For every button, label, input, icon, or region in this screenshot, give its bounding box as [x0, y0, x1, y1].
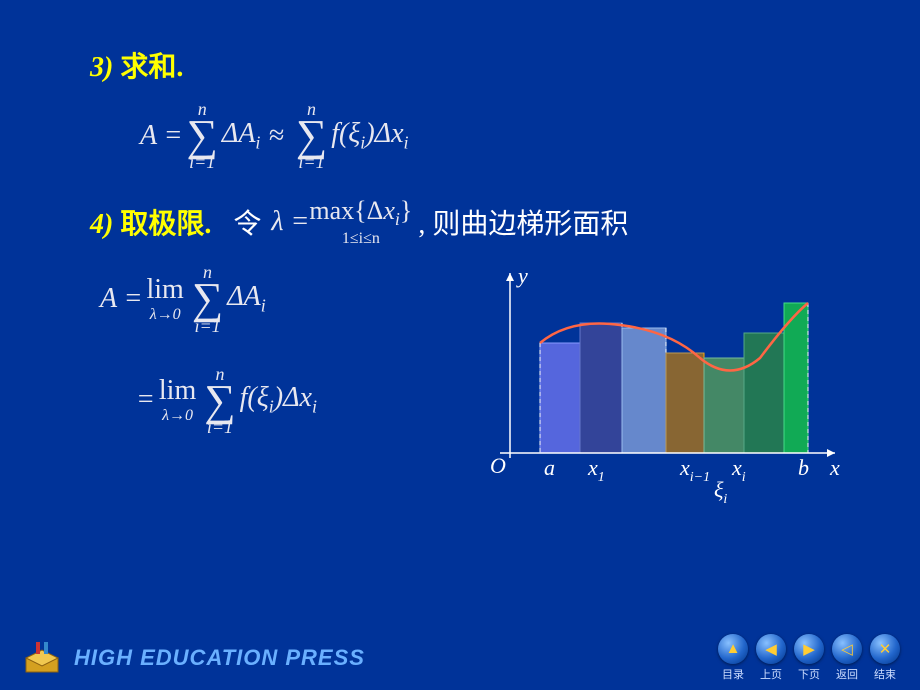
formula-3-eq: =: [136, 384, 155, 416]
nav-button-下页[interactable]: ▶ 下页: [794, 634, 824, 682]
footer-bar: HIGH EDUCATION PRESS ▲ 目录 ◀ 上页 ▶ 下页 ◁ 返回 ✕ 结束: [0, 632, 920, 690]
left-formulas: A = lim λ→0 n ∑ i=1 ΔAi = lim λ→0: [90, 263, 450, 513]
sigma-icon: ∑: [192, 281, 223, 316]
nav-buttons: ▲ 目录 ◀ 上页 ▶ 下页 ◁ 返回 ✕ 结束: [718, 634, 900, 682]
lim-block: lim λ→0: [159, 375, 196, 425]
svg-text:xi: xi: [731, 455, 746, 485]
sigma-icon: ∑: [204, 383, 235, 418]
svg-text:x: x: [829, 455, 840, 480]
brand-text: HIGH EDUCATION PRESS: [74, 645, 365, 671]
slide-content: 3) 求和. A = n ∑ i=1 ΔAi ≈ n ∑ i=1 f(ξi)Δx…: [0, 0, 920, 513]
book-icon: [20, 636, 64, 680]
svg-text:xi−1: xi−1: [679, 455, 710, 485]
nav-button-目录[interactable]: ▲ 目录: [718, 634, 748, 682]
section-4-number: 4): [90, 209, 113, 240]
sum4-body: f(ξi)Δxi: [240, 382, 317, 418]
then-text: , 则曲边梯形面积: [418, 202, 628, 242]
section-4-line: 4) 取极限. 令 λ = max{Δxi} 1≤i≤n , 则曲边梯形面积: [90, 196, 830, 248]
nav-label: 结束: [874, 666, 896, 682]
nav-label: 上页: [760, 666, 782, 682]
sum-lower: i=1: [298, 153, 324, 171]
nav-button-返回[interactable]: ◁ 返回: [832, 634, 862, 682]
formula-2-lhs: A =: [100, 283, 143, 315]
formula-3: = lim λ→0 n ∑ i=1 f(ξi)Δxi: [136, 365, 450, 436]
section-3-number: 3): [90, 52, 113, 83]
approx-sign: ≈: [268, 120, 283, 152]
sum3-body: ΔAi: [227, 281, 266, 317]
svg-text:x1: x1: [587, 455, 605, 485]
sum1-body: ΔAi: [222, 118, 261, 154]
sum-symbol-3: n ∑ i=1: [192, 263, 223, 334]
brand: HIGH EDUCATION PRESS: [20, 636, 365, 680]
section-4-heading: 4) 取极限.: [90, 202, 211, 242]
sum-symbol-1: n ∑ i=1: [187, 100, 218, 171]
chart-svg: Oy x a x1 xi−1 xi b ξi: [470, 263, 850, 513]
nav-label: 目录: [722, 666, 744, 682]
svg-text:b: b: [798, 455, 809, 480]
sum2-body: f(ξi)Δxi: [331, 118, 408, 154]
nav-icon: ✕: [870, 634, 900, 664]
sum-symbol-2: n ∑ i=1: [296, 100, 327, 171]
nav-icon: ◁: [832, 634, 862, 664]
formula-1-lhs: A =: [140, 120, 183, 152]
nav-icon: ▲: [718, 634, 748, 664]
nav-label: 下页: [798, 666, 820, 682]
lim-text: lim: [147, 274, 184, 306]
lambda-def: λ = max{Δxi} 1≤i≤n: [271, 196, 412, 248]
svg-text:ξi: ξi: [714, 477, 727, 507]
nav-button-结束[interactable]: ✕ 结束: [870, 634, 900, 682]
sigma-icon: ∑: [187, 118, 218, 153]
sum-lower: i=1: [189, 153, 215, 171]
nav-label: 返回: [836, 666, 858, 682]
nav-icon: ▶: [794, 634, 824, 664]
formula-1: A = n ∑ i=1 ΔAi ≈ n ∑ i=1 f(ξi)Δxi: [140, 100, 830, 171]
max-range: 1≤i≤n: [342, 230, 380, 248]
lim-block: lim λ→0: [147, 274, 184, 324]
nav-icon: ◀: [756, 634, 786, 664]
section-3-heading: 3) 求和.: [90, 45, 830, 85]
lim-sub: λ→0: [150, 306, 181, 324]
sum-symbol-4: n ∑ i=1: [204, 365, 235, 436]
sigma-icon: ∑: [296, 118, 327, 153]
section-3-title: 求和.: [120, 52, 183, 83]
lower-area: A = lim λ→0 n ∑ i=1 ΔAi = lim λ→0: [90, 263, 830, 513]
max-block: max{Δxi} 1≤i≤n: [309, 196, 412, 248]
svg-text:y: y: [516, 263, 528, 288]
let-text: 令: [233, 202, 261, 242]
svg-text:O: O: [490, 453, 506, 478]
riemann-chart: Oyxax1xi−1xibξi: [470, 263, 830, 513]
section-4-title: 取极限.: [120, 209, 211, 240]
nav-button-上页[interactable]: ◀ 上页: [756, 634, 786, 682]
svg-text:a: a: [544, 455, 555, 480]
formula-2: A = lim λ→0 n ∑ i=1 ΔAi: [100, 263, 450, 334]
